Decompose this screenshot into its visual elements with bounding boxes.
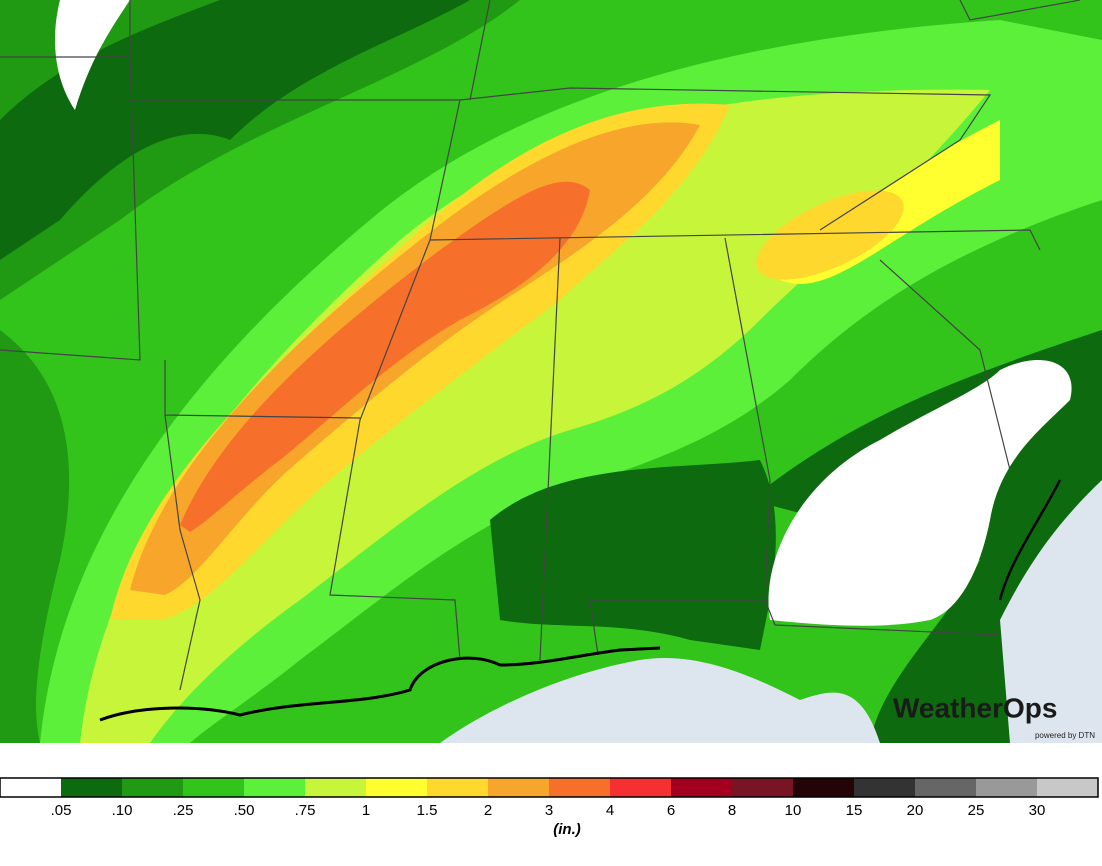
legend-swatch <box>671 778 732 797</box>
legend-label: .75 <box>295 802 316 819</box>
legend-swatch <box>976 778 1037 797</box>
legend-label: 1 <box>362 802 370 819</box>
legend-background <box>0 743 1102 866</box>
legend: .05 .10 .25 .50 .75 1 1.5 2 3 4 6 8 10 15 20 25 30 <box>0 777 1099 819</box>
legend-label: .05 <box>51 802 72 819</box>
gulf-water <box>440 480 1102 743</box>
state-borders <box>0 0 1081 691</box>
legend-unit: (in.) <box>553 821 581 838</box>
legend-swatch <box>793 778 854 797</box>
legend-swatch <box>549 778 610 797</box>
legend-label: 20 <box>907 802 924 819</box>
map-layers <box>0 0 1102 743</box>
legend-frame <box>0 777 1099 798</box>
legend-swatch <box>183 778 244 797</box>
legend-swatch <box>610 778 671 797</box>
legend-swatch <box>915 778 976 797</box>
legend-swatch <box>122 778 183 797</box>
logo: WeatherOps <box>893 692 1057 723</box>
dry-area <box>55 0 130 110</box>
legend-label: 1.5 <box>417 802 438 819</box>
legend-label: 25 <box>968 802 985 819</box>
legend-swatch <box>366 778 427 797</box>
legend-label: .50 <box>234 802 255 819</box>
legend-label: 10 <box>785 802 802 819</box>
legend-label: 4 <box>606 802 614 819</box>
logo-tagline: powered by DTN <box>1035 731 1095 740</box>
dry-area <box>768 360 1072 626</box>
coastline <box>998 479 1062 601</box>
legend-swatch <box>732 778 793 797</box>
legend-label: .10 <box>112 802 133 819</box>
legend-swatch <box>854 778 915 797</box>
precip-area <box>490 460 776 650</box>
precip-area <box>0 330 70 743</box>
legend-label: 6 <box>667 802 675 819</box>
legend-label: 8 <box>728 802 736 819</box>
legend-label: 2 <box>484 802 492 819</box>
legend-swatch <box>488 778 549 797</box>
legend-swatch <box>244 778 305 797</box>
precip-area <box>756 190 904 280</box>
legend-swatch <box>427 778 488 797</box>
precip-area <box>0 0 470 260</box>
legend-swatch <box>1037 778 1098 797</box>
coastline <box>99 646 661 722</box>
legend-swatch <box>0 778 61 797</box>
legend-label: 3 <box>545 802 553 819</box>
legend-label: .25 <box>173 802 194 819</box>
legend-swatch <box>305 778 366 797</box>
legend-label: 15 <box>846 802 863 819</box>
legend-swatch <box>61 778 122 797</box>
legend-label: 30 <box>1029 802 1046 819</box>
